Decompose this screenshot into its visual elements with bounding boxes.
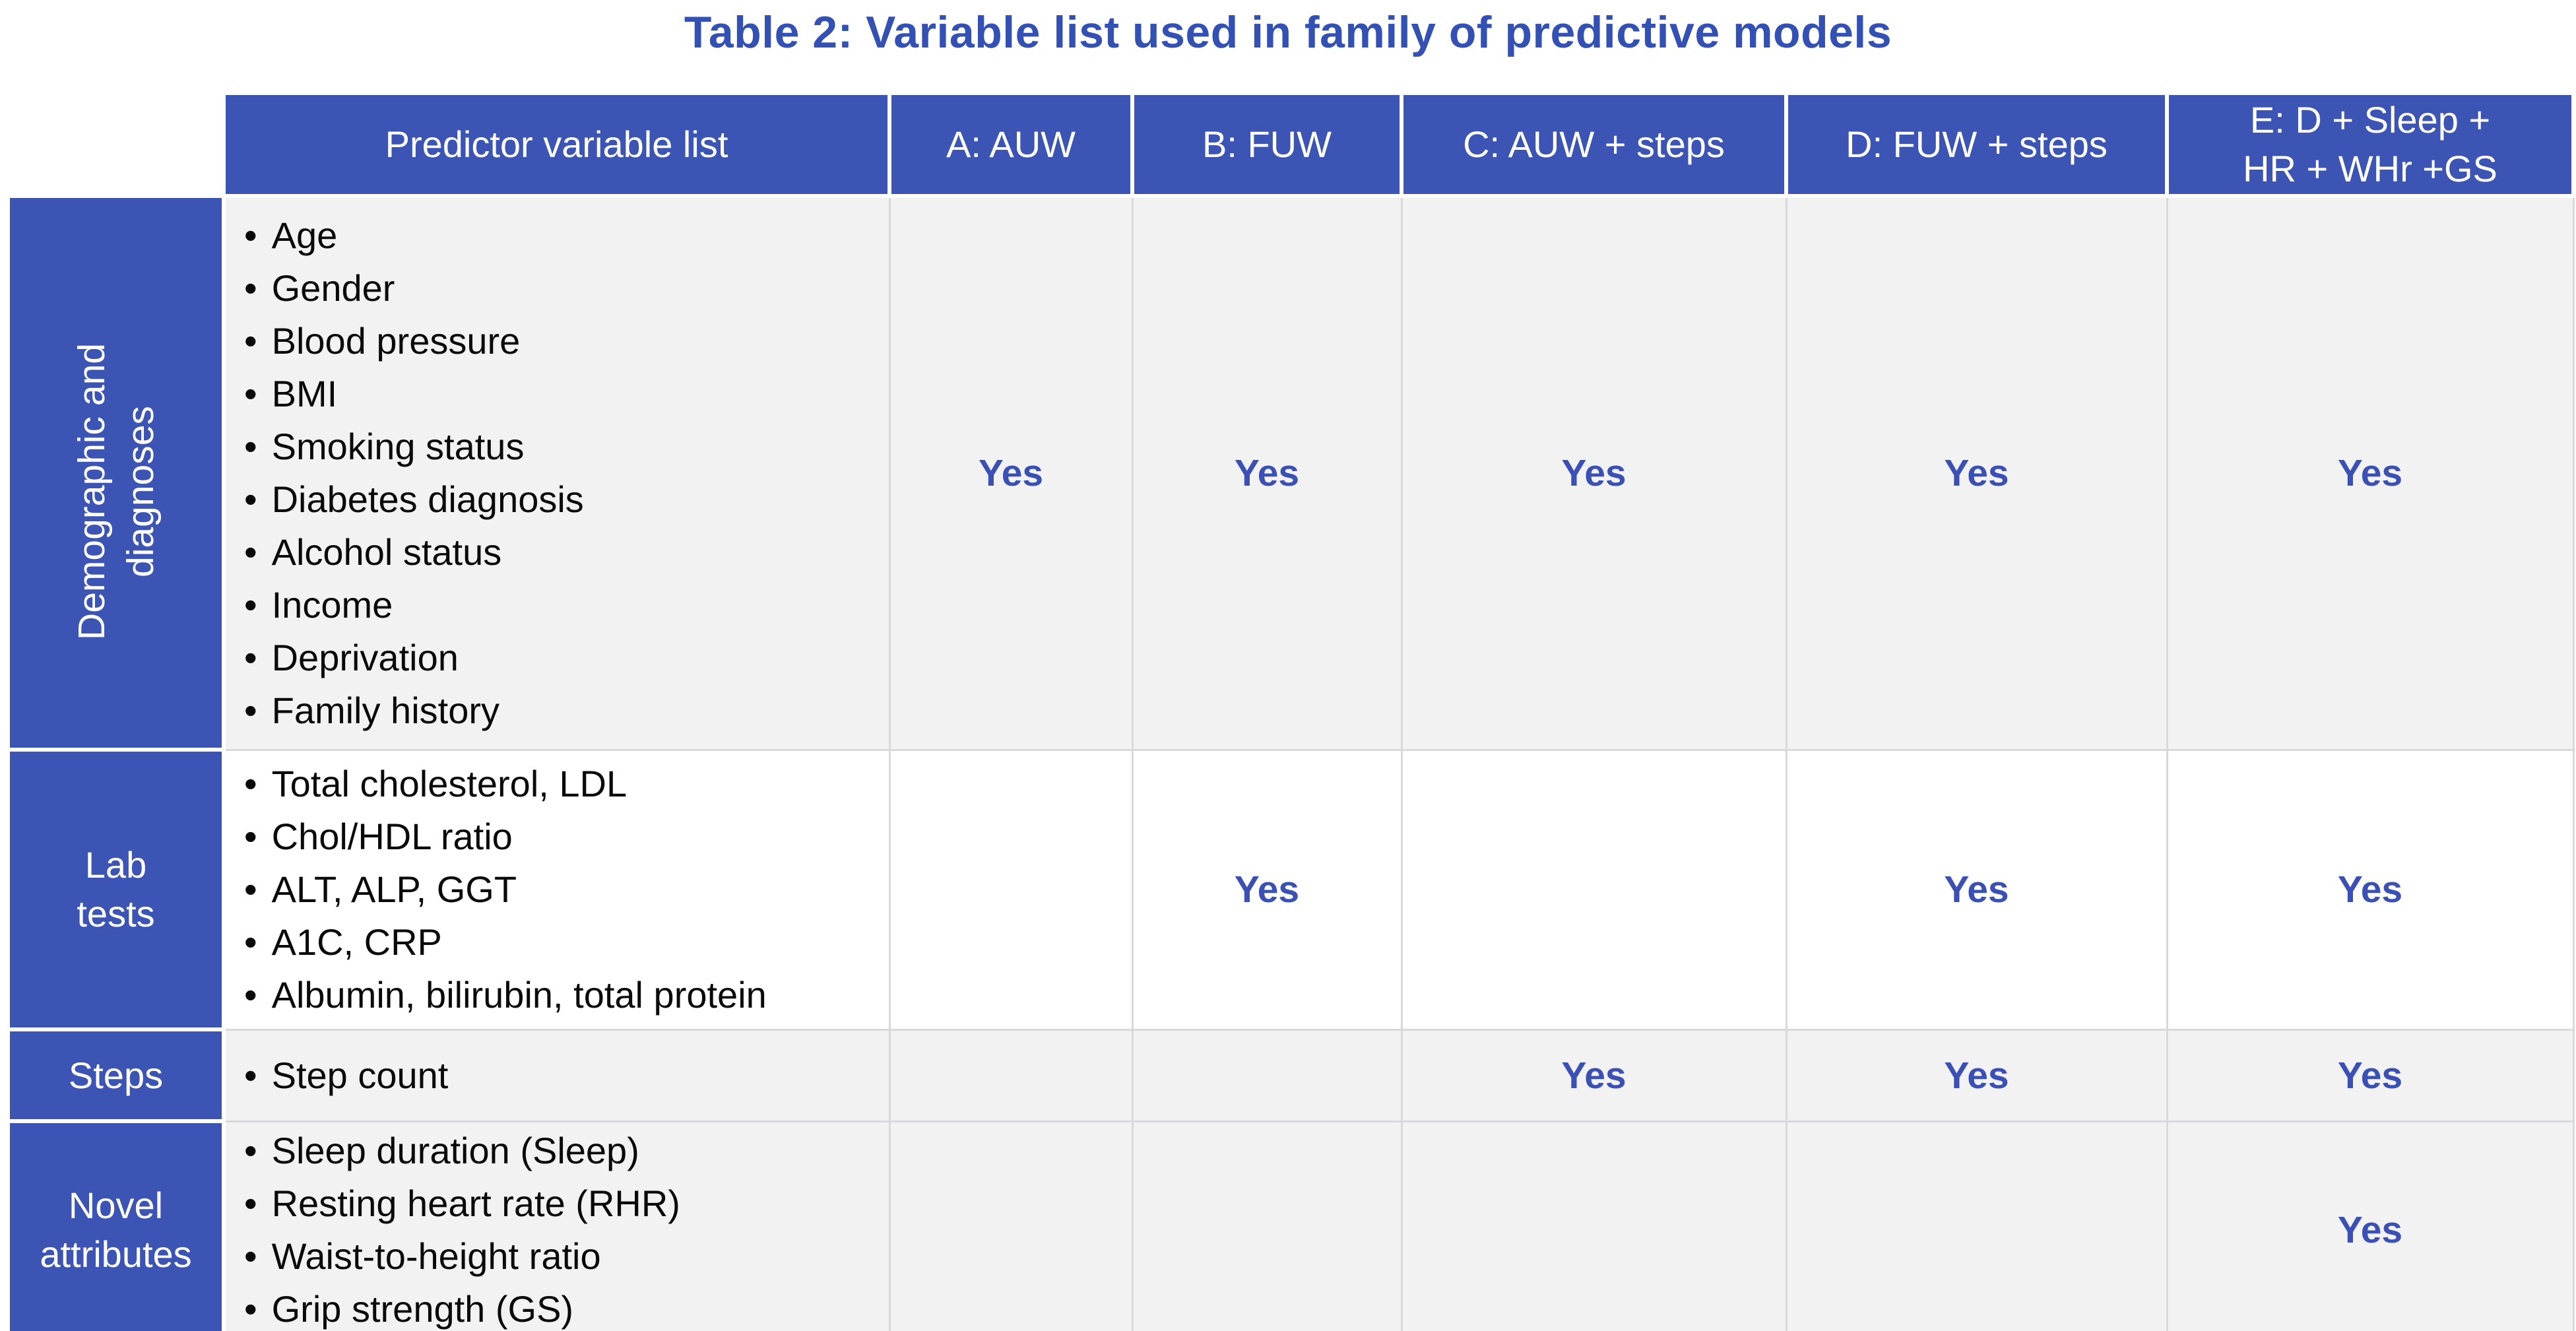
flag-demographic-model-d: Yes	[1785, 195, 2168, 751]
variable-table: Predictor variable list A: AUW B: FUW C:…	[6, 91, 2575, 1331]
header-row: Predictor variable list A: AUW B: FUW C:…	[8, 91, 2575, 198]
predictor-item: Gender	[244, 262, 888, 315]
predictor-item: A1C, CRP	[244, 916, 888, 969]
predictor-item: Sleep duration (Sleep)	[244, 1124, 888, 1177]
flag-novel-model-e: Yes	[2166, 1120, 2575, 1331]
row-label-steps: Steps	[6, 1027, 226, 1123]
flag-demographic-model-c: Yes	[1400, 195, 1787, 751]
predictor-item: Chol/HDL ratio	[244, 810, 888, 863]
header-model-e: E: D + Sleep + HR + WHr +GS	[2165, 91, 2575, 198]
predictor-item: Waist-to-height ratio	[244, 1230, 888, 1283]
row-label-demographic-text: Demographic and diagnoses	[70, 342, 162, 640]
predictor-item: Total cholesterol, LDL	[244, 758, 888, 810]
flag-lab-tests-model-b: Yes	[1131, 748, 1403, 1031]
predictor-list-lab-tests: Total cholesterol, LDLChol/HDL ratioALT,…	[222, 748, 891, 1031]
row-label-demographic: Demographic and diagnoses	[6, 194, 226, 752]
row-demographic: Demographic and diagnoses AgeGenderBlood…	[6, 194, 2575, 752]
predictor-item: Smoking status	[244, 420, 888, 473]
row-steps: Steps Step count Yes Yes Yes	[6, 1027, 2575, 1123]
predictor-list-novel-attributes: Sleep duration (Sleep)Resting heart rate…	[222, 1120, 891, 1331]
flag-demographic-model-b: Yes	[1131, 195, 1403, 751]
predictor-item: BMI	[244, 368, 888, 420]
flag-demographic-model-a: Yes	[888, 195, 1134, 751]
predictor-item: Albumin, bilirubin, total protein	[244, 969, 888, 1022]
flag-lab-tests-model-e: Yes	[2166, 748, 2575, 1031]
flag-novel-model-c	[1400, 1120, 1787, 1331]
flag-steps-model-e: Yes	[2166, 1028, 2575, 1122]
predictor-item: Grip strength (GS)	[244, 1283, 888, 1331]
predictor-item: Age	[244, 209, 888, 262]
predictor-list-demographic: AgeGenderBlood pressureBMISmoking status…	[222, 195, 891, 751]
flag-lab-tests-model-d: Yes	[1785, 748, 2168, 1031]
flag-novel-model-a	[888, 1120, 1134, 1331]
flag-lab-tests-model-c	[1400, 748, 1787, 1031]
predictor-item: Alcohol status	[244, 526, 888, 579]
header-model-a: A: AUW	[887, 91, 1134, 198]
header-predictor-list: Predictor variable list	[222, 91, 891, 198]
page-title: Table 2: Variable list used in family of…	[684, 7, 1892, 57]
predictor-item: Resting heart rate (RHR)	[244, 1177, 888, 1230]
flag-steps-model-c: Yes	[1400, 1028, 1787, 1122]
flag-lab-tests-model-a	[888, 748, 1134, 1031]
predictor-item: Blood pressure	[244, 315, 888, 368]
predictor-item: Income	[244, 579, 888, 632]
header-model-b: B: FUW	[1130, 91, 1403, 198]
flag-novel-model-b	[1131, 1120, 1403, 1331]
predictor-item: Family history	[244, 684, 888, 737]
row-novel-attributes: Novel attributes Sleep duration (Sleep)R…	[6, 1119, 2575, 1331]
row-lab-tests: Lab tests Total cholesterol, LDLChol/HDL…	[6, 748, 2575, 1031]
predictor-item: Deprivation	[244, 632, 888, 684]
row-label-lab-tests: Lab tests	[6, 748, 226, 1031]
header-model-d: D: FUW + steps	[1784, 91, 2169, 198]
predictor-item: ALT, ALP, GGT	[244, 863, 888, 916]
predictor-list-steps: Step count	[222, 1028, 891, 1122]
flag-demographic-model-e: Yes	[2166, 195, 2575, 751]
header-model-c: C: AUW + steps	[1400, 91, 1788, 198]
flag-novel-model-d	[1785, 1120, 2168, 1331]
corner-spacer	[8, 93, 224, 196]
flag-steps-model-b	[1131, 1028, 1403, 1122]
predictor-item: Step count	[244, 1049, 888, 1102]
predictor-item: Diabetes diagnosis	[244, 473, 888, 526]
flag-steps-model-d: Yes	[1785, 1028, 2168, 1122]
row-label-novel-attributes: Novel attributes	[6, 1119, 226, 1331]
flag-steps-model-a	[888, 1028, 1134, 1122]
